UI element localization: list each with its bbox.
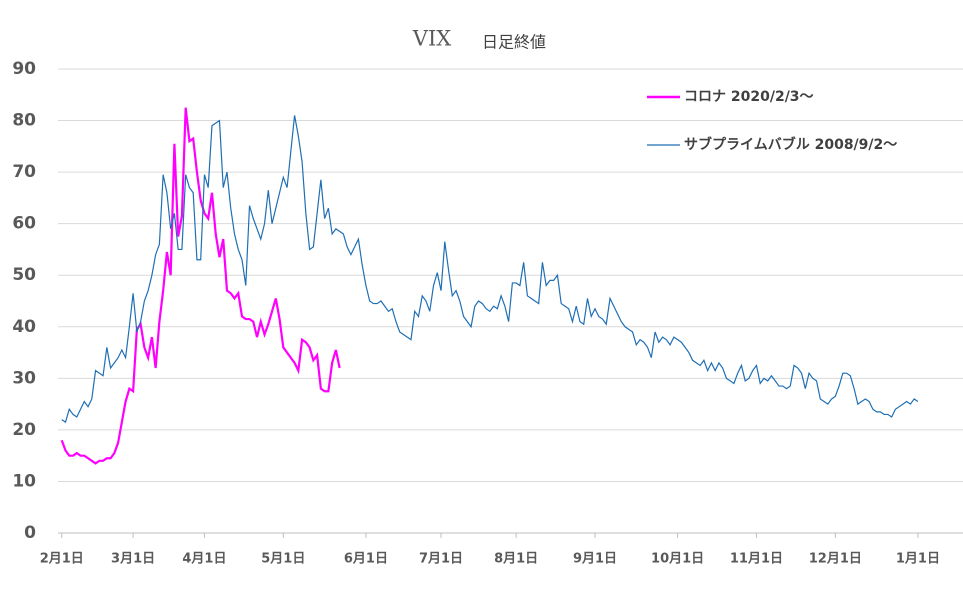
y-tick-label: 50	[12, 265, 36, 285]
x-tick-label: 2月1日	[40, 552, 84, 567]
series-line	[61, 115, 919, 424]
legend-label: コロナ 2020/2/3～	[684, 89, 814, 105]
y-tick-label: 40	[12, 317, 36, 337]
y-tick-label: 70	[12, 162, 36, 182]
y-tick-label: 90	[12, 59, 36, 79]
x-tick-label: 12月1日	[809, 552, 862, 567]
x-tick-label: 3月1日	[111, 552, 155, 567]
y-tick-label: 0	[24, 523, 36, 543]
legend-label: サブプライムバブル 2008/9/2～	[684, 136, 897, 153]
y-tick-label: 60	[12, 214, 36, 234]
y-tick-label: 20	[12, 420, 36, 440]
x-tick-label: 7月1日	[419, 552, 463, 567]
x-tick-label: 8月1日	[494, 552, 538, 567]
chart-subtitle: 日足終値	[482, 33, 546, 52]
series-line	[60, 107, 341, 465]
x-tick-label: 11月1日	[730, 552, 783, 567]
x-tick-label: 1月1日	[896, 552, 940, 567]
x-tick-label: 5月1日	[261, 552, 305, 567]
y-tick-label: 10	[12, 471, 36, 491]
x-tick-label: 9月1日	[573, 552, 617, 567]
x-tick-label: 4月1日	[182, 552, 226, 567]
y-tick-label: 30	[12, 368, 36, 388]
x-tick-label: 10月1日	[651, 552, 704, 567]
x-tick-label: 6月1日	[344, 552, 388, 567]
y-tick-label: 80	[12, 111, 36, 131]
chart-title: VIX	[412, 27, 451, 51]
